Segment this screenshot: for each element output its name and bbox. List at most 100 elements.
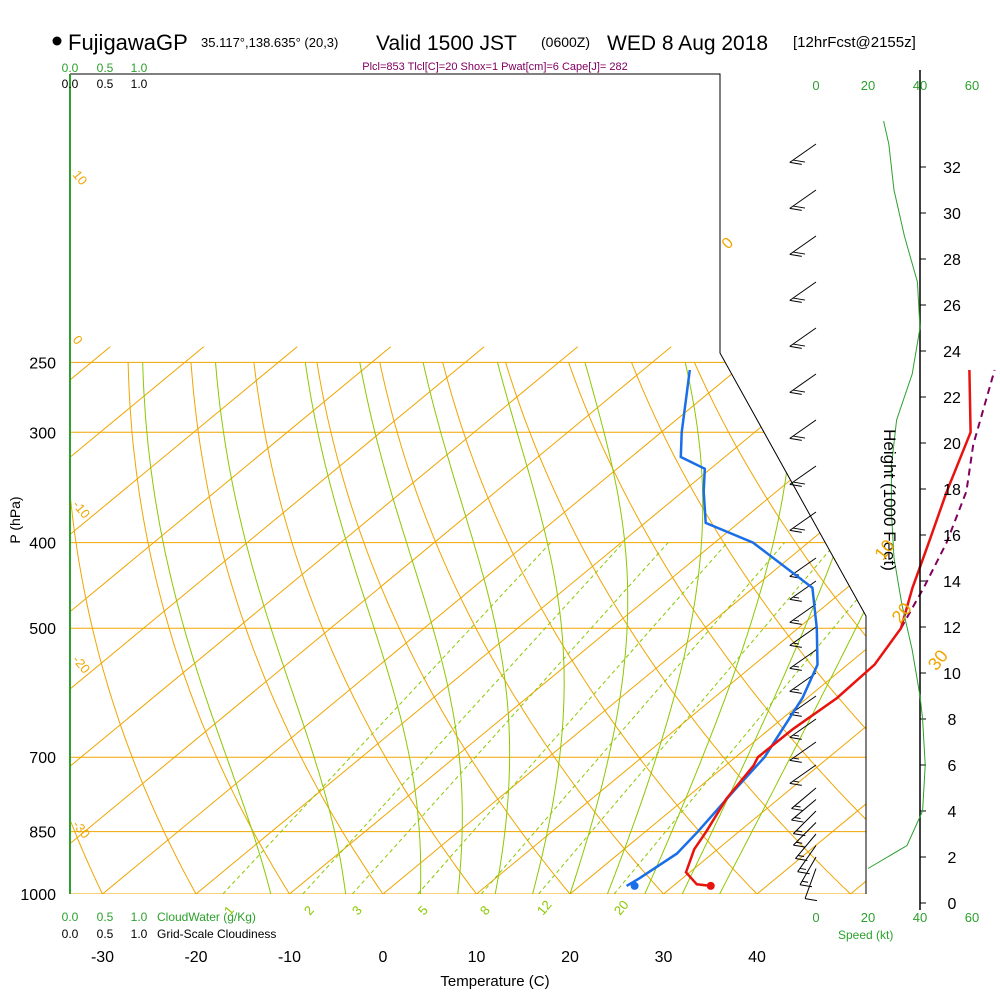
- isotherm-line: [70, 346, 485, 894]
- bottom-cloud-scale: 0.0 0.5 1.0 0.0 0.5 1.0: [62, 910, 148, 941]
- pressure-axis-label: P (hPa): [7, 496, 23, 543]
- wind-barb-flag: [789, 483, 802, 487]
- bottom-speed-tick: 60: [965, 910, 979, 925]
- wind-barb-flag: [789, 736, 802, 740]
- isotherm-line: [70, 346, 579, 894]
- wind-barb-half-flag: [801, 880, 809, 883]
- temperature-tick-label: 40: [748, 949, 766, 966]
- isotherm-line: [70, 346, 205, 894]
- wind-barb-staff: [789, 327, 817, 347]
- wind-barb-half-flag: [796, 841, 803, 844]
- height-tick-label: 6: [948, 758, 957, 775]
- wind-barb-half-flag: [792, 596, 800, 599]
- wind-barb-staff: [793, 810, 817, 834]
- top-cloudwater-tick: 0.0: [62, 61, 79, 75]
- moist-adiabat-line: [215, 362, 347, 894]
- wind-barbs: [789, 143, 818, 902]
- surface-temperature-point: [706, 881, 715, 890]
- wind-barb-half-flag: [792, 734, 800, 737]
- valid-utc: (0600Z): [541, 34, 590, 50]
- wind-barb-flag: [789, 161, 802, 165]
- wind-barb-staff: [789, 465, 817, 485]
- wind-barb-flag: [792, 389, 806, 393]
- wind-barb-flag: [799, 884, 813, 888]
- wind-barb-staff: [791, 799, 817, 821]
- wind-barb-half-flag: [792, 688, 800, 691]
- valid-date: WED 8 Aug 2018: [607, 32, 768, 55]
- height-tick-label: 26: [943, 298, 961, 315]
- isotherm-line: [102, 346, 766, 894]
- wind-barb-half-flag: [792, 780, 800, 783]
- isotherm-line: [0, 347, 17, 894]
- wind-barb-flag: [789, 782, 802, 786]
- bottom-speed-tick: 40: [913, 910, 927, 925]
- pressure-tick-label: 250: [29, 355, 56, 372]
- temperature-line: [684, 369, 972, 888]
- wind-barb-flag: [792, 481, 806, 485]
- isotherm-line: [70, 346, 392, 894]
- top-speed-tick: 60: [965, 78, 979, 93]
- dry-adiabat-line: [442, 362, 758, 894]
- wind-barb-flag: [791, 819, 804, 823]
- mixing-ratio-label: 2: [301, 903, 317, 918]
- cloudiness-label: Grid-Scale Cloudiness: [157, 927, 276, 941]
- wind-barb-half-flag: [792, 642, 800, 645]
- wind-speed-ticks: 0 0 20 20 40 40 60 60: [812, 78, 979, 925]
- wind-barb-staff: [795, 833, 817, 859]
- wind-barb-half-flag: [794, 805, 801, 808]
- dry-adiabat-label: -30: [70, 817, 94, 841]
- top-cloudiness-tick: 0.5: [97, 77, 114, 91]
- moist-adiabat-line: [304, 362, 422, 894]
- wind-barb-staff: [789, 143, 817, 163]
- temperature-tick-label: -10: [278, 949, 301, 966]
- valid-time: Valid 1500 JST: [376, 32, 517, 55]
- wind-barb-staff: [789, 626, 817, 646]
- pressure-tick-label: 850: [29, 825, 56, 842]
- wind-barb-flag: [792, 205, 806, 209]
- dry-adiabat-label: 10: [70, 167, 91, 188]
- wind-barb-flag: [789, 644, 802, 648]
- wind-barb-staff: [789, 649, 817, 669]
- wind-barb-half-flag: [796, 830, 803, 833]
- isotherm-line: [70, 346, 298, 894]
- height-tick-label: 24: [943, 344, 961, 361]
- isotherm-line: [289, 346, 866, 894]
- temperature-axis-label: Temperature (C): [440, 973, 549, 990]
- wind-barb-flag: [789, 621, 802, 625]
- height-tick-label: 2: [948, 850, 957, 867]
- wind-barb-staff: [789, 189, 817, 209]
- bottom-speed-tick: 0: [812, 910, 819, 925]
- pressure-ticks: 250 300 400 500 700 850 1000: [20, 355, 56, 904]
- temperature-tick-label: -20: [184, 949, 207, 966]
- height-tick-label: 10: [943, 666, 961, 683]
- isotherm-line: [476, 346, 866, 894]
- pressure-tick-label: 1000: [20, 887, 56, 904]
- height-tick-label: 8: [948, 712, 957, 729]
- wind-barb-flag: [789, 253, 802, 257]
- mixing-ratio-line: [302, 542, 624, 894]
- wind-barb-flag: [792, 435, 806, 439]
- top-speed-tick: 40: [913, 78, 927, 93]
- temperature-tick-label: 10: [468, 949, 486, 966]
- mixing-ratio-line: [613, 542, 866, 894]
- wind-barb-flag: [797, 871, 810, 875]
- isotherm-label: 20: [888, 599, 916, 627]
- temperature-tick-label: 20: [561, 949, 579, 966]
- wind-barb-staff: [791, 787, 817, 809]
- isotherm-line: [382, 346, 866, 894]
- dry-adiabat-line: [379, 362, 664, 894]
- wind-barb-flag: [792, 159, 806, 163]
- dry-adiabat-line: [253, 362, 477, 894]
- wind-barb-staff: [789, 511, 817, 531]
- mixing-ratio-label: 8: [477, 903, 493, 918]
- station-coords: 35.117°,138.635° (20,3): [201, 35, 338, 50]
- wind-barb-half-flag: [792, 619, 800, 622]
- temperature-ticks: -30 -20 -10 0 10 20 30 40: [91, 949, 766, 966]
- wind-barb-flag: [789, 299, 802, 303]
- bottom-cloudiness-tick: 0.5: [97, 927, 114, 941]
- mixing-ratio-line: [417, 542, 728, 894]
- top-speed-tick: 0: [812, 78, 819, 93]
- height-tick-label: 20: [943, 436, 961, 453]
